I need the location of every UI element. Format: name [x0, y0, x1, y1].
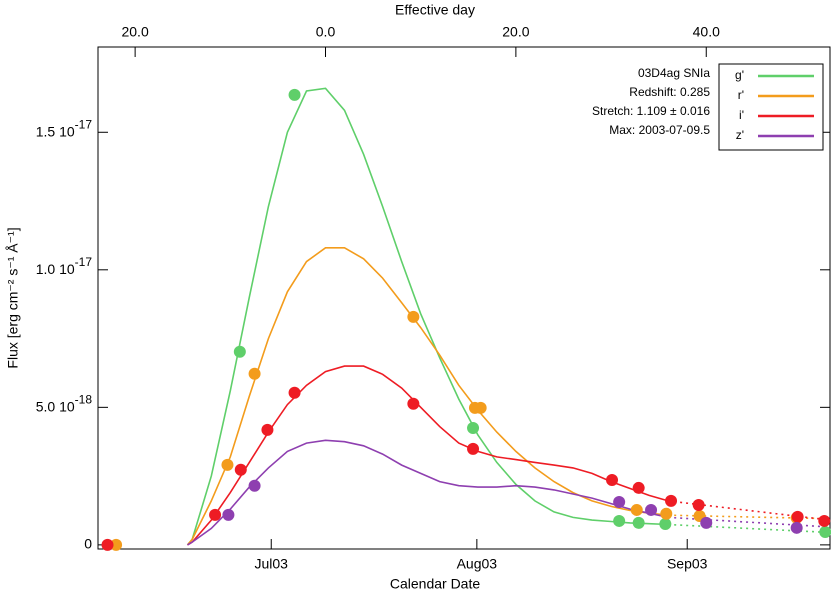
model-curve [186, 247, 669, 546]
data-point [248, 479, 261, 492]
x-tick-label: Sep03 [667, 556, 708, 572]
y-tick-exponent: -17 [75, 255, 93, 269]
model-curve [186, 87, 669, 546]
data-point [261, 423, 274, 436]
data-point [613, 495, 626, 508]
data-point [665, 494, 678, 507]
data-point [660, 507, 673, 520]
y-tick-mantissa: 1.0 10 [36, 261, 75, 277]
y-tick-label: 1.0 10-17 [36, 255, 93, 277]
x2-tick-label: 20.0 [121, 24, 148, 40]
data-point [407, 397, 420, 410]
data-point [467, 442, 480, 455]
model-extrapolation [668, 523, 831, 534]
x2-tick-label: 40.0 [693, 24, 720, 40]
data-point [209, 508, 222, 521]
legend-label: z' [736, 128, 744, 142]
data-point [606, 473, 619, 486]
y-tick-mantissa: 1.5 10 [36, 123, 75, 139]
data-point [101, 538, 114, 551]
top-axis-title: Effective day [395, 2, 475, 18]
model-curve [187, 439, 669, 546]
data-point [613, 514, 626, 527]
data-point [234, 463, 247, 476]
data-point [791, 510, 804, 523]
annotation: Stretch: 1.109 ± 0.016 [592, 104, 710, 118]
data-point [632, 481, 645, 494]
data-point [632, 516, 645, 529]
plot-frame [97, 46, 831, 550]
x-tick-label: Aug03 [457, 556, 498, 572]
annotation: Redshift: 0.285 [629, 85, 710, 99]
data-point [110, 538, 123, 551]
y-axis-title: Flux [erg cm⁻² s⁻¹ Å⁻¹] [5, 227, 21, 368]
y-tick-label: 5.0 10-18 [36, 393, 93, 415]
data-point [474, 401, 487, 414]
x2-tick-label: 20.0 [502, 24, 529, 40]
x2-tick-label: 0.0 [316, 24, 336, 40]
data-point [233, 345, 246, 358]
data-point [700, 516, 713, 529]
model-curve [187, 365, 669, 546]
legend-label: g' [735, 68, 744, 82]
data-point [818, 514, 831, 527]
y-tick-exponent: -18 [75, 393, 93, 407]
data-point [692, 498, 705, 511]
x-tick-label: Jul03 [255, 556, 289, 572]
data-point [630, 503, 643, 516]
y-tick-label: 0 [84, 536, 92, 552]
y-tick-exponent: -17 [75, 117, 93, 131]
y-tick-mantissa: 5.0 10 [36, 398, 75, 414]
data-point [288, 88, 301, 101]
y-tick-label: 1.5 10-17 [36, 117, 93, 139]
data-point [288, 386, 301, 399]
data-point [407, 310, 420, 323]
annotation: 03D4ag SNIa [638, 66, 710, 80]
legend-label: r' [738, 88, 744, 102]
model-extrapolation [668, 500, 831, 521]
data-point [645, 503, 658, 516]
data-point [221, 458, 234, 471]
data-point [248, 367, 261, 380]
data-point [659, 517, 672, 530]
data-point [467, 421, 480, 434]
data-point [790, 521, 803, 534]
data-point [819, 525, 831, 538]
x-axis-title: Calendar Date [390, 576, 480, 592]
annotation: Max: 2003-07-09.5 [609, 123, 710, 137]
legend-label: i' [739, 108, 744, 122]
data-point [222, 508, 235, 521]
